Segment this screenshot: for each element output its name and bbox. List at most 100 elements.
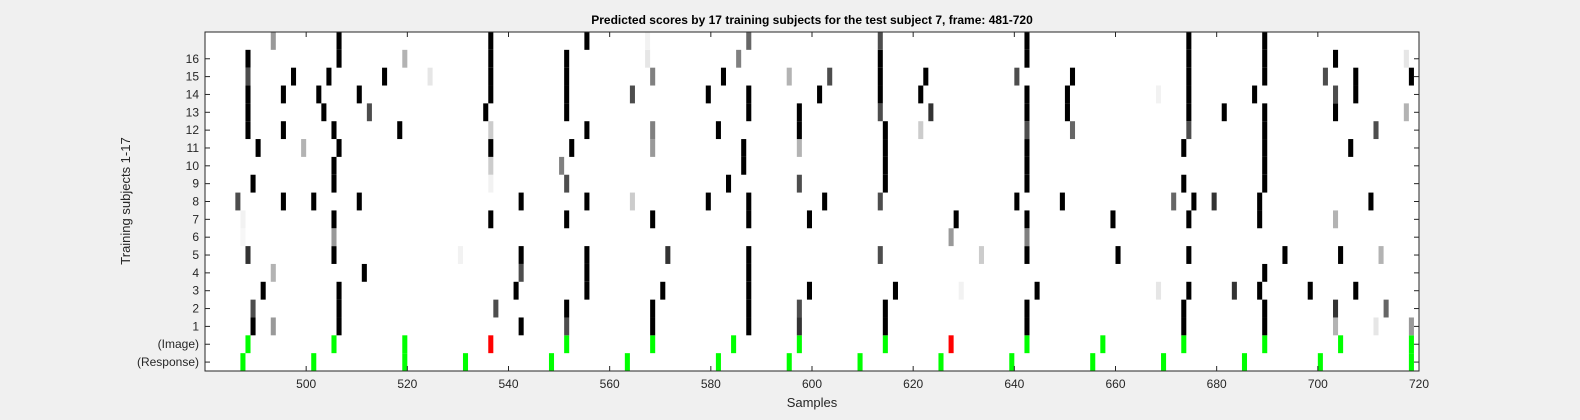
score-cell [1024,121,1030,140]
score-cell [564,174,570,193]
score-cell [336,299,342,318]
score-cell [660,281,666,300]
score-cell [1333,49,1339,68]
score-cell [457,246,463,264]
score-cell [280,121,286,140]
x-tick-label: 540 [498,377,518,391]
image-cell [650,335,656,354]
score-cell [746,103,752,122]
score-cell [1333,85,1339,104]
score-cell [1110,210,1116,229]
score-cell [1014,67,1020,86]
x-tick-label: 720 [1409,377,1429,391]
image-cell [882,335,888,354]
score-cell [1186,103,1192,122]
score-cell [746,299,752,318]
score-cell [270,263,276,282]
score-cell [311,192,317,211]
score-cell [1353,67,1359,86]
image-cell [245,335,251,354]
score-cell [1262,32,1268,50]
score-cell [1333,299,1339,318]
score-cell [1403,103,1409,122]
x-tick-label: 680 [1207,377,1227,391]
score-cell [726,174,732,193]
score-cell [584,246,590,264]
score-cell [705,192,711,211]
score-cell [559,156,565,175]
score-cell [245,121,251,140]
response-cell [1241,353,1248,371]
score-cell [518,246,524,264]
score-cell [796,299,802,318]
heatmap-marks [235,32,1414,371]
score-cell [746,32,752,50]
score-cell [1262,67,1268,86]
score-cell [1333,103,1339,122]
score-cell [1257,192,1263,211]
x-tick-label: 700 [1308,377,1328,391]
score-cell [1211,192,1217,211]
score-cell [746,192,752,211]
y-tick-label: (Image) [158,337,199,351]
score-cell [1333,210,1339,229]
score-cell [1064,103,1070,122]
score-cell [1348,139,1354,157]
score-cell [786,67,792,86]
image-cell [331,335,337,354]
score-cell [564,85,570,104]
score-cell [1069,121,1076,140]
score-cell [518,192,524,211]
score-cell [1186,281,1192,300]
score-cell [1181,317,1187,336]
score-cell [1155,281,1162,300]
response-cell [938,353,944,371]
y-tick-label: 10 [186,159,200,173]
score-cell [1333,317,1339,336]
score-cell [918,85,924,104]
response-cell [715,353,721,371]
y-tick-label: 7 [192,212,199,226]
score-cell [245,67,251,86]
score-cell [796,103,802,122]
score-cell [326,67,332,86]
score-cell [488,121,494,140]
score-cell [1014,192,1020,211]
score-cell [488,32,494,50]
response-cell [548,353,555,371]
score-cell [645,49,651,68]
image-cell [1262,335,1268,354]
response-cell [1317,353,1323,371]
score-cell [245,49,251,68]
score-cell [665,246,671,264]
response-cell [240,353,246,371]
score-cell [584,32,590,50]
x-tick-label: 620 [903,377,923,391]
score-cell [741,139,747,157]
score-cell [1186,49,1192,68]
y-tick-label: 13 [186,105,200,119]
score-cell [650,299,656,318]
score-cell [1024,85,1030,104]
score-cell [240,210,246,229]
score-cell [488,67,494,86]
y-tick-label: 2 [192,302,199,316]
score-cell [720,67,727,86]
score-cell [882,121,888,140]
score-cell [796,139,802,157]
score-cell [1373,317,1379,336]
x-tick-label: 520 [397,377,417,391]
score-cell [290,67,297,86]
score-cell [564,103,570,122]
score-cell [270,32,276,50]
y-tick-label: 4 [192,266,199,280]
score-cell [513,281,519,300]
score-cell [280,192,286,211]
image-cell [1338,335,1344,354]
score-cell [488,210,494,229]
score-cell [270,317,276,336]
score-cell [746,281,752,300]
score-cell [301,139,307,157]
y-tick-label: 1 [192,319,199,333]
score-cell [336,281,342,300]
